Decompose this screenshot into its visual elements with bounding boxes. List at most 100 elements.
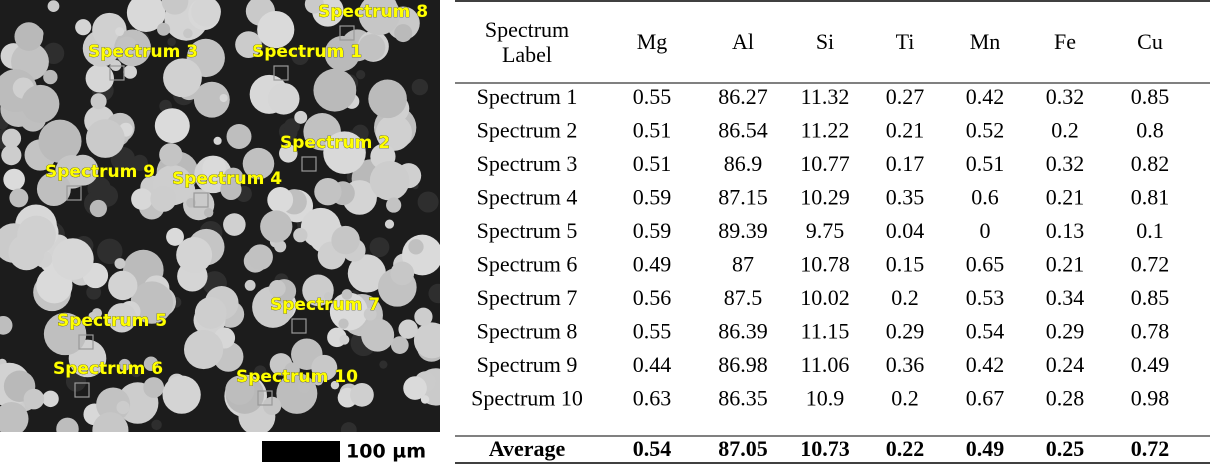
column-header: Si: [816, 29, 834, 54]
particle: [358, 34, 386, 61]
table-cell: 0.32: [1046, 151, 1085, 176]
column-header: Ti: [896, 29, 915, 54]
particle: [293, 227, 308, 243]
table-cell: 87.5: [724, 285, 763, 310]
table-cell: 0.49: [966, 436, 1005, 461]
particle: [14, 22, 44, 51]
table-cell: 86.54: [718, 118, 768, 143]
row-label: Spectrum 9: [477, 352, 578, 377]
table-cell: 0.82: [1131, 151, 1170, 176]
particle: [131, 188, 153, 210]
table-cell: 9.75: [806, 218, 845, 243]
table-cell: 0.2: [1051, 118, 1079, 143]
particle: [183, 329, 224, 370]
column-header: Spectrum Label: [485, 17, 569, 67]
table-cell: 86.39: [718, 319, 768, 344]
spectrum-label: Spectrum 2: [280, 133, 390, 153]
table-cell: 0.81: [1131, 185, 1170, 210]
table-cell: 10.78: [800, 252, 850, 277]
table-cell: 0.67: [966, 386, 1005, 411]
particle: [118, 358, 131, 371]
particle: [363, 307, 377, 321]
particle: [107, 303, 137, 333]
table-cell: 0.15: [886, 252, 925, 277]
particle: [242, 147, 275, 180]
table-cell: 0.36: [886, 352, 925, 377]
table-cell: 0.42: [966, 84, 1005, 109]
particle: [23, 388, 45, 410]
particle: [226, 123, 252, 149]
particle: [330, 380, 340, 390]
sample-square: [193, 192, 209, 208]
pore: [131, 154, 148, 171]
particle: [17, 215, 56, 255]
table-cell: 0.51: [966, 151, 1005, 176]
table-cell: 86.9: [724, 151, 763, 176]
particle: [274, 240, 287, 253]
particle: [21, 84, 60, 123]
particle: [116, 400, 130, 415]
table-cell: 0.13: [1046, 218, 1085, 243]
particle: [390, 261, 415, 286]
particle: [126, 0, 166, 32]
sample-square: [74, 382, 90, 398]
particle: [43, 312, 87, 356]
spectrum-label: Spectrum 7: [270, 295, 380, 315]
particle: [403, 376, 427, 400]
scale-bar: [262, 441, 340, 462]
particle: [123, 65, 137, 79]
particle: [235, 31, 262, 58]
particle: [89, 199, 107, 218]
particle: [361, 318, 395, 352]
particle: [369, 160, 410, 201]
column-header: Cu: [1137, 29, 1163, 54]
particle: [284, 362, 300, 378]
scale-bar-label: 100 µm: [346, 441, 426, 463]
particle: [194, 297, 227, 329]
table-cell: 10.29: [800, 185, 850, 210]
table-cell: 0.59: [633, 185, 672, 210]
pore: [417, 191, 439, 213]
table-cell: 10.77: [800, 151, 850, 176]
particle: [176, 237, 213, 273]
column-header: Mg: [637, 29, 668, 54]
table-cell: 0.49: [633, 252, 672, 277]
particle: [304, 0, 324, 14]
row-label: Spectrum 3: [477, 151, 578, 176]
particle: [314, 178, 342, 206]
particle: [143, 377, 165, 398]
pore: [86, 284, 102, 300]
particle: [42, 390, 59, 408]
table: Spectrum Label Mg Al Si Ti Mn Fe Cu Spectrum 1 0.5…: [455, 0, 1210, 464]
particle: [43, 69, 58, 85]
table-cell: 0.29: [1046, 319, 1085, 344]
particle: [323, 292, 333, 301]
particle: [350, 382, 374, 407]
pore: [284, 118, 300, 134]
table-cell: 87: [732, 252, 754, 277]
table-cell: 0.28: [1046, 386, 1085, 411]
table-cell: 11.15: [801, 319, 850, 344]
particle: [223, 167, 244, 188]
particle: [279, 144, 298, 163]
particle: [323, 131, 366, 174]
particle: [244, 279, 256, 291]
table-cell: 0.04: [886, 218, 925, 243]
particle: [294, 110, 308, 124]
table-cell: 10.9: [806, 386, 845, 411]
particle: [130, 281, 174, 324]
table-cell: 0.29: [886, 319, 925, 344]
spectrum-label: Spectrum 8: [318, 2, 428, 22]
particle: [398, 319, 418, 339]
table-cell: 0.85: [1131, 84, 1170, 109]
spectrum-label: Spectrum 9: [45, 162, 155, 182]
pore: [167, 37, 176, 47]
particle: [56, 417, 79, 432]
particle: [203, 207, 214, 218]
table-cell: 0.78: [1131, 319, 1170, 344]
table-cell: 0.52: [966, 118, 1005, 143]
table-cell: 0.21: [886, 118, 925, 143]
row-label: Average: [489, 436, 566, 461]
table-cell: 0.34: [1046, 285, 1085, 310]
table-cell: 0.35: [886, 185, 925, 210]
